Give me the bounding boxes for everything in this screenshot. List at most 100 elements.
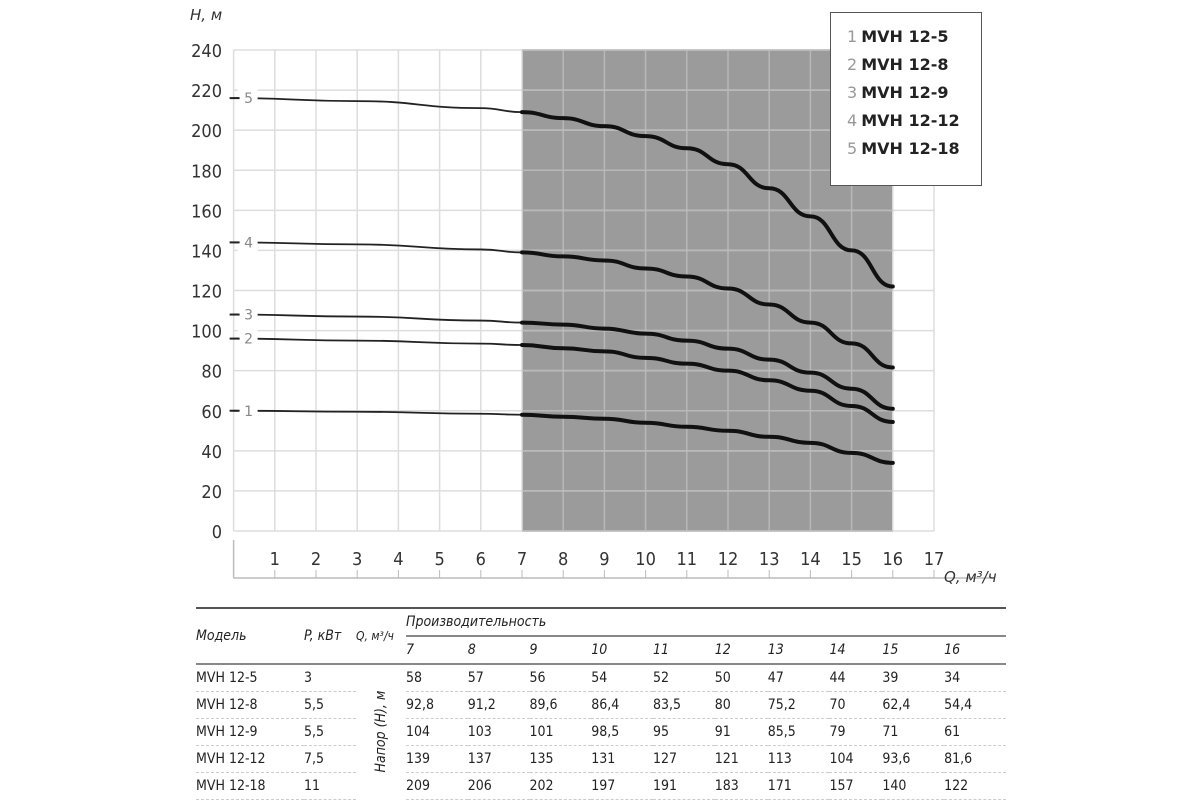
header-q-value: 13 bbox=[767, 642, 784, 658]
head-value-cell: 113 bbox=[767, 745, 830, 773]
x-tick-label: 6 bbox=[476, 549, 486, 570]
table-row: MVH 12-18 11 209 206 202 197 191 183 171 157 140 12… bbox=[196, 772, 1006, 800]
head-value-cell: 54 bbox=[591, 664, 653, 692]
x-tick-label: 14 bbox=[800, 549, 821, 570]
head-value-cell: 83,5 bbox=[653, 691, 715, 719]
curve-1 bbox=[520, 412, 895, 465]
head-value-cell: 209 bbox=[406, 772, 468, 800]
table-row: MVH 12-5 3 Напор (H), м 58 57 56 54 52 50 47 44 39 3… bbox=[196, 664, 1006, 772]
head-value-cell: 191 bbox=[653, 772, 715, 800]
y-tick-label: 40 bbox=[201, 442, 222, 463]
header-q-value: 15 bbox=[882, 642, 899, 658]
head-value-cell: 122 bbox=[944, 772, 1006, 800]
curve-label-bg bbox=[237, 89, 258, 108]
head-value-cell: 61 bbox=[944, 718, 1006, 746]
head-value-cell: 58 bbox=[406, 664, 468, 692]
head-value-cell: 62,4 bbox=[882, 691, 945, 719]
head-value-cell: 121 bbox=[714, 745, 768, 773]
power-cell: 3 bbox=[304, 664, 356, 692]
curve-thin-5 bbox=[233, 97, 523, 114]
curve-label-bg bbox=[237, 233, 258, 252]
legend-item: 5 MVH 12-18 bbox=[847, 139, 960, 158]
head-value-cell: 139 bbox=[406, 745, 468, 773]
head-value-cell: 140 bbox=[882, 772, 945, 800]
head-value-cell: 206 bbox=[467, 772, 530, 800]
curve-4 bbox=[520, 250, 895, 370]
x-tick-label: 2 bbox=[311, 549, 321, 570]
table-row: MVH 12-8 5,5 92,8 91,2 89,6 86,4 83,5 80 75,2 70 6… bbox=[196, 691, 1006, 719]
x-tick-label: 13 bbox=[759, 549, 780, 570]
curve-label: 5 bbox=[244, 91, 253, 107]
header-q-value: 7 bbox=[406, 642, 415, 658]
y-tick-label: 240 bbox=[191, 41, 222, 62]
head-label: Напор (H), м bbox=[373, 690, 389, 773]
header-performance: Производительность bbox=[406, 608, 1006, 637]
head-value-cell: 93,6 bbox=[882, 745, 945, 773]
head-value-cell: 86,4 bbox=[591, 691, 653, 719]
legend-item: 3 MVH 12-9 bbox=[847, 83, 949, 102]
head-value-cell: 171 bbox=[767, 772, 830, 800]
head-value-cell: 131 bbox=[591, 745, 653, 773]
curve-5 bbox=[520, 110, 895, 289]
header-q-value: 14 bbox=[829, 642, 846, 658]
model-cell: MVH 12-5 bbox=[196, 664, 304, 692]
head-value-cell: 91 bbox=[714, 718, 768, 746]
model-cell: MVH 12-12 bbox=[196, 745, 304, 773]
header-q-value: 9 bbox=[529, 642, 538, 658]
x-tick-label: 1 bbox=[270, 549, 280, 570]
head-value-cell: 54,4 bbox=[944, 691, 1006, 719]
curve-thin-1 bbox=[233, 409, 523, 416]
table-row: MVH 12-12 7,5 139 137 135 131 127 121 113 104 93,6… bbox=[196, 745, 1006, 773]
curve-thin-3 bbox=[233, 313, 523, 324]
x-tick-label: 15 bbox=[841, 549, 862, 570]
curve-label: 1 bbox=[244, 404, 253, 420]
y-tick-label: 20 bbox=[201, 482, 222, 503]
x-tick-label: 8 bbox=[558, 549, 568, 570]
head-value-cell: 70 bbox=[829, 691, 883, 719]
head-value-cell: 91,2 bbox=[467, 691, 530, 719]
head-value-cell: 104 bbox=[829, 745, 883, 773]
power-cell: 11 bbox=[304, 772, 356, 800]
header-q-value: 12 bbox=[714, 642, 731, 658]
y-tick-label: 80 bbox=[201, 362, 222, 383]
curve-label: 4 bbox=[244, 235, 253, 251]
head-value-cell: 104 bbox=[406, 718, 468, 746]
legend-item: 1 MVH 12-5 bbox=[847, 27, 949, 46]
head-value-cell: 75,2 bbox=[767, 691, 830, 719]
head-value-cell: 56 bbox=[529, 664, 592, 692]
power-cell: 7,5 bbox=[304, 745, 356, 773]
head-value-cell: 44 bbox=[829, 664, 883, 692]
y-tick-label: 220 bbox=[191, 81, 222, 102]
curve-label: 3 bbox=[244, 308, 253, 324]
x-tick-label: 11 bbox=[676, 549, 697, 570]
x-tick-label: 9 bbox=[599, 549, 609, 570]
y-tick-label: 0 bbox=[212, 522, 222, 543]
head-value-cell: 47 bbox=[767, 664, 830, 692]
chart-legend: 1 MVH 12-5 2 MVH 12-8 3 MVH 12-9 4 MVH 12-12… bbox=[830, 12, 982, 186]
head-value-cell: 92,8 bbox=[406, 691, 468, 719]
head-value-cell: 103 bbox=[467, 718, 530, 746]
legend-item: 2 MVH 12-8 bbox=[847, 55, 949, 74]
x-tick-label: 10 bbox=[635, 549, 656, 570]
head-value-cell: 98,5 bbox=[591, 718, 653, 746]
head-value-cell: 52 bbox=[653, 664, 715, 692]
header-q-value: 11 bbox=[653, 642, 670, 658]
y-tick-label: 140 bbox=[191, 241, 222, 262]
head-value-cell: 39 bbox=[882, 664, 945, 692]
head-value-cell: 183 bbox=[714, 772, 768, 800]
performance-table: Модель P, кВт Q, м³/ч Производительность… bbox=[196, 607, 1006, 800]
curve-label-bg bbox=[237, 305, 258, 324]
head-value-cell: 81,6 bbox=[944, 745, 1006, 773]
curve-2 bbox=[520, 343, 895, 424]
x-tick-label: 7 bbox=[517, 549, 527, 570]
header-q-value: 16 bbox=[944, 642, 961, 658]
x-tick-label: 12 bbox=[718, 549, 739, 570]
head-value-cell: 202 bbox=[529, 772, 592, 800]
head-value-cell: 135 bbox=[529, 745, 592, 773]
y-tick-label: 180 bbox=[191, 161, 222, 182]
head-value-cell: 71 bbox=[882, 718, 945, 746]
power-cell: 5,5 bbox=[304, 691, 356, 719]
x-axis-label: Q, м³/ч bbox=[944, 568, 997, 586]
legend-item: 4 MVH 12-12 bbox=[847, 111, 960, 130]
